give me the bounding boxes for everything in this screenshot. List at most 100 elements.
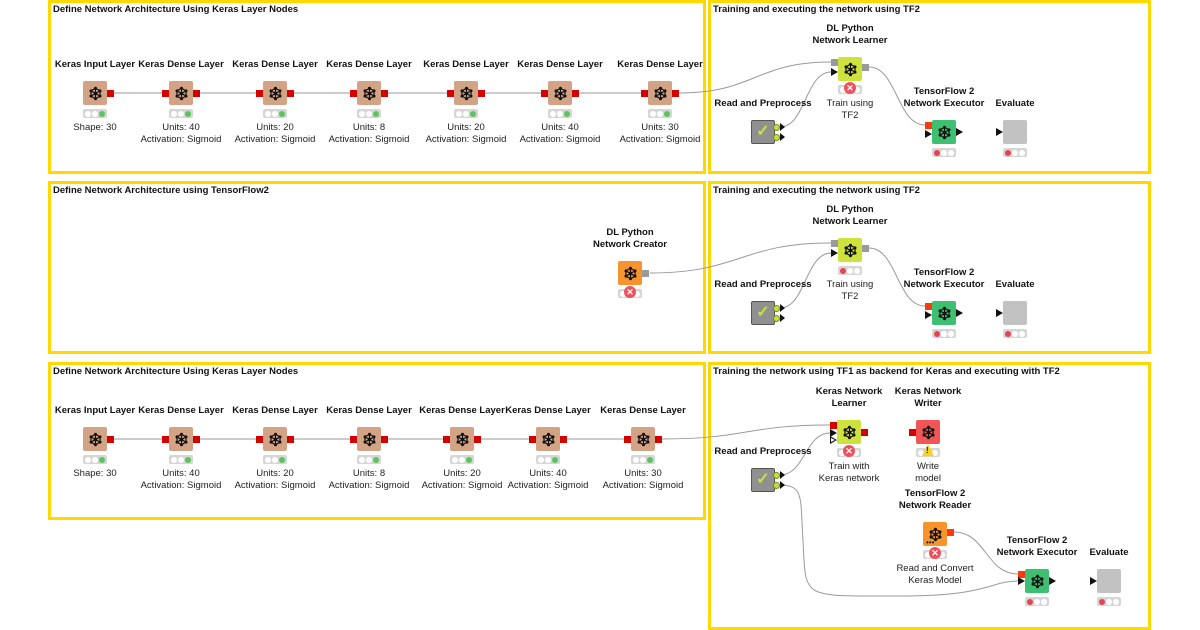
out-port-0-triangle[interactable] [956,309,963,317]
annotation-tf2-architecture[interactable]: Define Network Architecture using Tensor… [48,181,706,354]
node-label[interactable]: Units: 40 Activation: Sigmoid [478,468,618,492]
node-body[interactable] [932,120,956,144]
connection-wire[interactable] [678,61,832,94]
connection-wire[interactable] [779,71,832,128]
connection-wire[interactable] [649,242,832,274]
in-port-0-square[interactable] [831,58,838,66]
out-port-0-square[interactable] [861,428,868,436]
node-label[interactable]: Units: 40 Activation: Sigmoid [490,122,630,146]
in-port-0-square[interactable] [256,89,263,97]
connection-wire[interactable] [868,247,926,307]
out-port-1-data[interactable] [773,482,780,489]
out-port-0-square[interactable] [193,89,200,97]
node-body[interactable] [837,420,861,444]
out-port-0-square[interactable] [655,435,662,443]
node-body[interactable] [357,427,381,451]
out-port-0-square[interactable] [642,269,649,277]
in-port-0-square[interactable] [443,435,450,443]
node-body[interactable] [648,81,672,105]
out-port-0-triangle[interactable] [1049,577,1056,585]
node-label[interactable]: Units: 40 Activation: Sigmoid [111,468,251,492]
out-port-0-square[interactable] [287,89,294,97]
node-body[interactable] [548,81,572,105]
in-port-2-triangle[interactable] [830,436,837,444]
out-port-0-square[interactable] [862,244,869,252]
in-port-1-triangle[interactable] [925,130,932,138]
node-body[interactable] [1003,301,1027,325]
in-port-0-square[interactable] [162,435,169,443]
node-body[interactable] [536,427,560,451]
node-body[interactable] [450,427,474,451]
in-port-0-square[interactable] [162,89,169,97]
node-body[interactable] [357,81,381,105]
node-label[interactable]: Train using TF2 [780,98,920,122]
out-port-1-data[interactable] [773,315,780,322]
out-port-0-square[interactable] [672,89,679,97]
out-port-0-square[interactable] [560,435,567,443]
in-port-0-triangle[interactable] [1090,577,1097,585]
node-label[interactable]: Shape: 30 [25,468,165,480]
in-port-1-triangle[interactable] [831,249,838,257]
out-port-0-data[interactable] [773,305,780,312]
node-body[interactable] [932,301,956,325]
node-body[interactable] [83,427,107,451]
node-body[interactable] [1025,569,1049,593]
out-port-0-square[interactable] [107,89,114,97]
node-body[interactable] [838,238,862,262]
connection-wire[interactable] [779,252,832,309]
node-body[interactable] [1097,569,1121,593]
node-body[interactable] [631,427,655,451]
in-port-0-square[interactable] [541,89,548,97]
in-port-0-square[interactable] [624,435,631,443]
out-port-0-square[interactable] [381,89,388,97]
in-port-1-triangle[interactable] [831,68,838,76]
in-port-0-square[interactable] [909,428,916,436]
in-port-0-square[interactable] [925,302,932,310]
node-body[interactable] [83,81,107,105]
in-port-0-triangle[interactable] [996,309,1003,317]
annotation-keras-architecture-1[interactable]: Define Network Architecture Using Keras … [48,0,706,174]
node-body[interactable] [454,81,478,105]
out-port-0-data[interactable] [773,124,780,131]
node-body[interactable]: ✓ [751,468,775,492]
node-body[interactable]: ✓ [751,120,775,144]
node-label[interactable]: Shape: 30 [25,122,165,134]
node-body[interactable] [169,81,193,105]
in-port-0-square[interactable] [831,239,838,247]
out-port-0-data[interactable] [773,472,780,479]
node-label[interactable]: Units: 40 Activation: Sigmoid [111,122,251,146]
in-port-0-square[interactable] [641,89,648,97]
in-port-0-square[interactable] [830,421,837,429]
in-port-0-square[interactable] [447,89,454,97]
node-label[interactable]: Units: 20 Activation: Sigmoid [392,468,532,492]
node-body[interactable] [263,427,287,451]
in-port-1-triangle[interactable] [1018,577,1025,585]
in-port-0-square[interactable] [1018,570,1025,578]
node-label[interactable]: Train using TF2 [780,279,920,303]
node-label[interactable]: Units: 8 Activation: Sigmoid [299,468,439,492]
in-port-1-triangle[interactable] [925,311,932,319]
out-port-0-square[interactable] [193,435,200,443]
annotation-training-tf2-1[interactable]: Training and executing the network using… [708,0,1151,174]
in-port-0-square[interactable] [925,121,932,129]
in-port-0-square[interactable] [350,435,357,443]
out-port-0-square[interactable] [947,528,954,536]
out-port-0-square[interactable] [107,435,114,443]
node-body[interactable] [618,261,642,285]
out-port-0-square[interactable] [381,435,388,443]
connection-wire[interactable] [868,66,926,126]
node-body[interactable] [916,420,940,444]
connection-wire[interactable] [953,531,1019,575]
out-port-0-square[interactable] [474,435,481,443]
in-port-0-triangle[interactable] [996,128,1003,136]
node-label[interactable]: Units: 20 Activation: Sigmoid [205,468,345,492]
out-port-1-data[interactable] [773,134,780,141]
in-port-0-square[interactable] [256,435,263,443]
annotation-training-tf1-keras[interactable]: Training the network using TF1 as backen… [708,362,1151,630]
in-port-1-triangle[interactable] [830,429,837,437]
in-port-0-square[interactable] [529,435,536,443]
out-port-0-square[interactable] [862,63,869,71]
node-label[interactable]: Train with Keras network [779,461,919,485]
node-label[interactable]: Units: 20 Activation: Sigmoid [205,122,345,146]
out-port-0-square[interactable] [478,89,485,97]
